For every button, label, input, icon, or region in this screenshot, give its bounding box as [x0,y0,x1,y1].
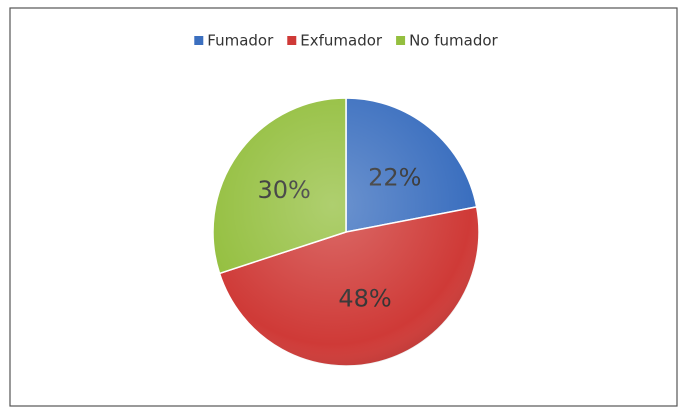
legend-swatch [287,36,297,45]
slice-label: 30% [257,176,310,204]
slice-label: 22% [368,163,421,191]
slice-label: 48% [338,284,391,312]
legend-swatch [396,36,406,45]
legend-label: Fumador [207,32,274,50]
legend-swatch [194,36,204,45]
legend-label: No fumador [409,32,498,50]
legend-label: Exfumador [300,32,383,50]
